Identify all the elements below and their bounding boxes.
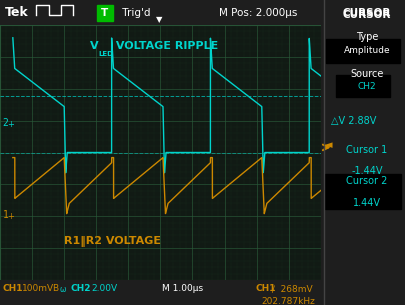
Bar bbox=[325, 174, 401, 209]
Text: 1.44V: 1.44V bbox=[353, 198, 381, 208]
Text: V: V bbox=[90, 41, 98, 51]
Text: ◄: ◄ bbox=[324, 140, 333, 150]
Text: 2.00V: 2.00V bbox=[91, 284, 117, 293]
Text: Source: Source bbox=[350, 69, 384, 79]
Text: T: T bbox=[101, 8, 109, 17]
Text: ▼: ▼ bbox=[156, 15, 163, 24]
Text: CH1: CH1 bbox=[255, 284, 276, 293]
Text: R1‖R2 VOLTAGE: R1‖R2 VOLTAGE bbox=[64, 236, 161, 247]
Text: Trig'd: Trig'd bbox=[119, 8, 151, 17]
Text: M 1.00μs: M 1.00μs bbox=[162, 284, 203, 293]
Text: Amplitude: Amplitude bbox=[344, 46, 390, 56]
Text: -1.44V: -1.44V bbox=[352, 166, 383, 176]
Text: +: + bbox=[7, 212, 14, 221]
Text: +: + bbox=[7, 120, 14, 129]
Text: 202.787kHz: 202.787kHz bbox=[261, 297, 315, 305]
Bar bbox=[336, 75, 390, 97]
Text: LED: LED bbox=[99, 51, 114, 57]
Text: △V 2.88V: △V 2.88V bbox=[331, 116, 376, 126]
Text: 2: 2 bbox=[2, 118, 9, 128]
Text: CH2: CH2 bbox=[71, 284, 92, 293]
Text: 1: 1 bbox=[2, 210, 9, 220]
Text: Type: Type bbox=[356, 32, 378, 42]
Text: Cursor 1: Cursor 1 bbox=[346, 145, 388, 155]
Bar bbox=[326, 39, 400, 63]
Text: 100mV: 100mV bbox=[22, 284, 54, 293]
Text: CH1: CH1 bbox=[2, 284, 23, 293]
Text: ω: ω bbox=[60, 285, 66, 294]
Text: ∕  268mV: ∕ 268mV bbox=[269, 284, 313, 293]
Bar bbox=[97, 5, 113, 20]
Text: VOLTAGE RIPPLE: VOLTAGE RIPPLE bbox=[112, 41, 219, 51]
Text: Cursor 2: Cursor 2 bbox=[346, 176, 388, 186]
Text: CH2: CH2 bbox=[358, 81, 376, 91]
Text: CURSOR: CURSOR bbox=[343, 10, 391, 20]
Text: CURSOR: CURSOR bbox=[342, 8, 390, 17]
Text: Tek: Tek bbox=[5, 6, 29, 19]
Text: M Pos: 2.000μs: M Pos: 2.000μs bbox=[219, 8, 297, 17]
Text: B: B bbox=[52, 284, 58, 293]
